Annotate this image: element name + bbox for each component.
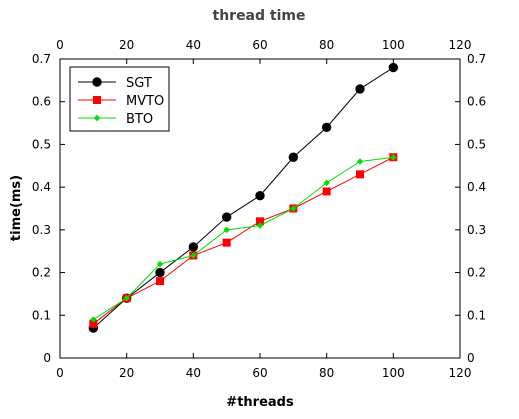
data-point <box>388 62 399 73</box>
series-layer <box>88 62 399 333</box>
legend-label: BTO <box>126 112 153 127</box>
data-point <box>90 316 97 323</box>
y-tick-label: 0.6 <box>32 95 51 109</box>
legend-label: SGT <box>126 76 152 91</box>
y-tick-label: 0.5 <box>32 137 51 151</box>
x-tick-label-top: 100 <box>382 38 405 52</box>
data-point <box>390 154 397 161</box>
legend-marker <box>93 114 101 122</box>
series-bto <box>90 154 397 323</box>
x-tick-label-top: 20 <box>119 38 134 52</box>
legend-label: MVTO <box>126 94 164 109</box>
x-tick-label: 120 <box>449 366 472 380</box>
x-tick-label: 40 <box>186 366 201 380</box>
data-point <box>156 277 164 286</box>
data-point <box>255 190 265 201</box>
data-point <box>155 267 165 278</box>
data-point <box>321 122 332 133</box>
x-tick-label: 20 <box>119 366 134 380</box>
x-axis-label: #threads <box>226 395 294 410</box>
y-tick-label: 0.1 <box>32 308 51 322</box>
y-tick-label-right: 0.4 <box>467 180 486 194</box>
y-tick-label: 0.7 <box>32 52 51 66</box>
data-point <box>123 295 130 302</box>
series-mvto <box>89 153 398 328</box>
data-point <box>222 238 231 247</box>
series-line <box>92 67 394 329</box>
data-point <box>322 187 331 196</box>
data-point <box>256 222 264 229</box>
y-tick-label: 0 <box>43 351 51 365</box>
legend-marker <box>93 96 101 104</box>
data-point <box>156 260 164 268</box>
x-tick-label-top: 40 <box>186 38 201 52</box>
data-point <box>290 205 297 212</box>
chart-title: thread time <box>213 8 306 24</box>
legend: SGT MVTO BTO <box>69 66 170 132</box>
x-tick-label: 0 <box>56 366 64 380</box>
data-point <box>355 84 365 94</box>
data-point <box>323 179 330 187</box>
y-tick-label: 0.3 <box>32 223 51 237</box>
legend-marker <box>92 77 102 87</box>
x-tick-label: 60 <box>252 366 267 380</box>
x-tick-label: 80 <box>319 366 334 380</box>
series-line <box>93 156 394 320</box>
y-tick-label-right: 0 <box>467 351 475 365</box>
data-point <box>356 170 364 179</box>
x-tick-label-top: 0 <box>56 38 64 52</box>
series-line <box>93 156 394 325</box>
legend-box <box>69 66 170 132</box>
x-tick-label-top: 60 <box>252 38 267 52</box>
y-tick-label-right: 0.2 <box>467 266 486 280</box>
data-point <box>190 252 197 259</box>
y-tick-label-right: 0.6 <box>467 95 486 109</box>
data-point <box>288 152 299 162</box>
series-sgt <box>88 62 399 333</box>
y-tick-label-right: 0.5 <box>467 137 486 151</box>
data-point <box>221 212 232 222</box>
x-tick-label-top: 80 <box>319 38 334 52</box>
data-point <box>89 319 98 328</box>
data-point <box>356 158 364 165</box>
y-tick-label-right: 0.3 <box>467 223 486 237</box>
data-point <box>188 242 199 252</box>
y-tick-label-right: 0.7 <box>467 52 486 66</box>
y-axis-label: time(ms) <box>9 175 24 241</box>
data-point <box>256 217 264 226</box>
y-tick-label: 0.4 <box>32 180 51 194</box>
x-tick-label: 100 <box>382 366 405 380</box>
y-tick-label-right: 0.1 <box>467 308 486 322</box>
data-point <box>223 226 230 234</box>
y-tick-label: 0.2 <box>32 266 51 280</box>
x-tick-label-top: 120 <box>449 38 472 52</box>
